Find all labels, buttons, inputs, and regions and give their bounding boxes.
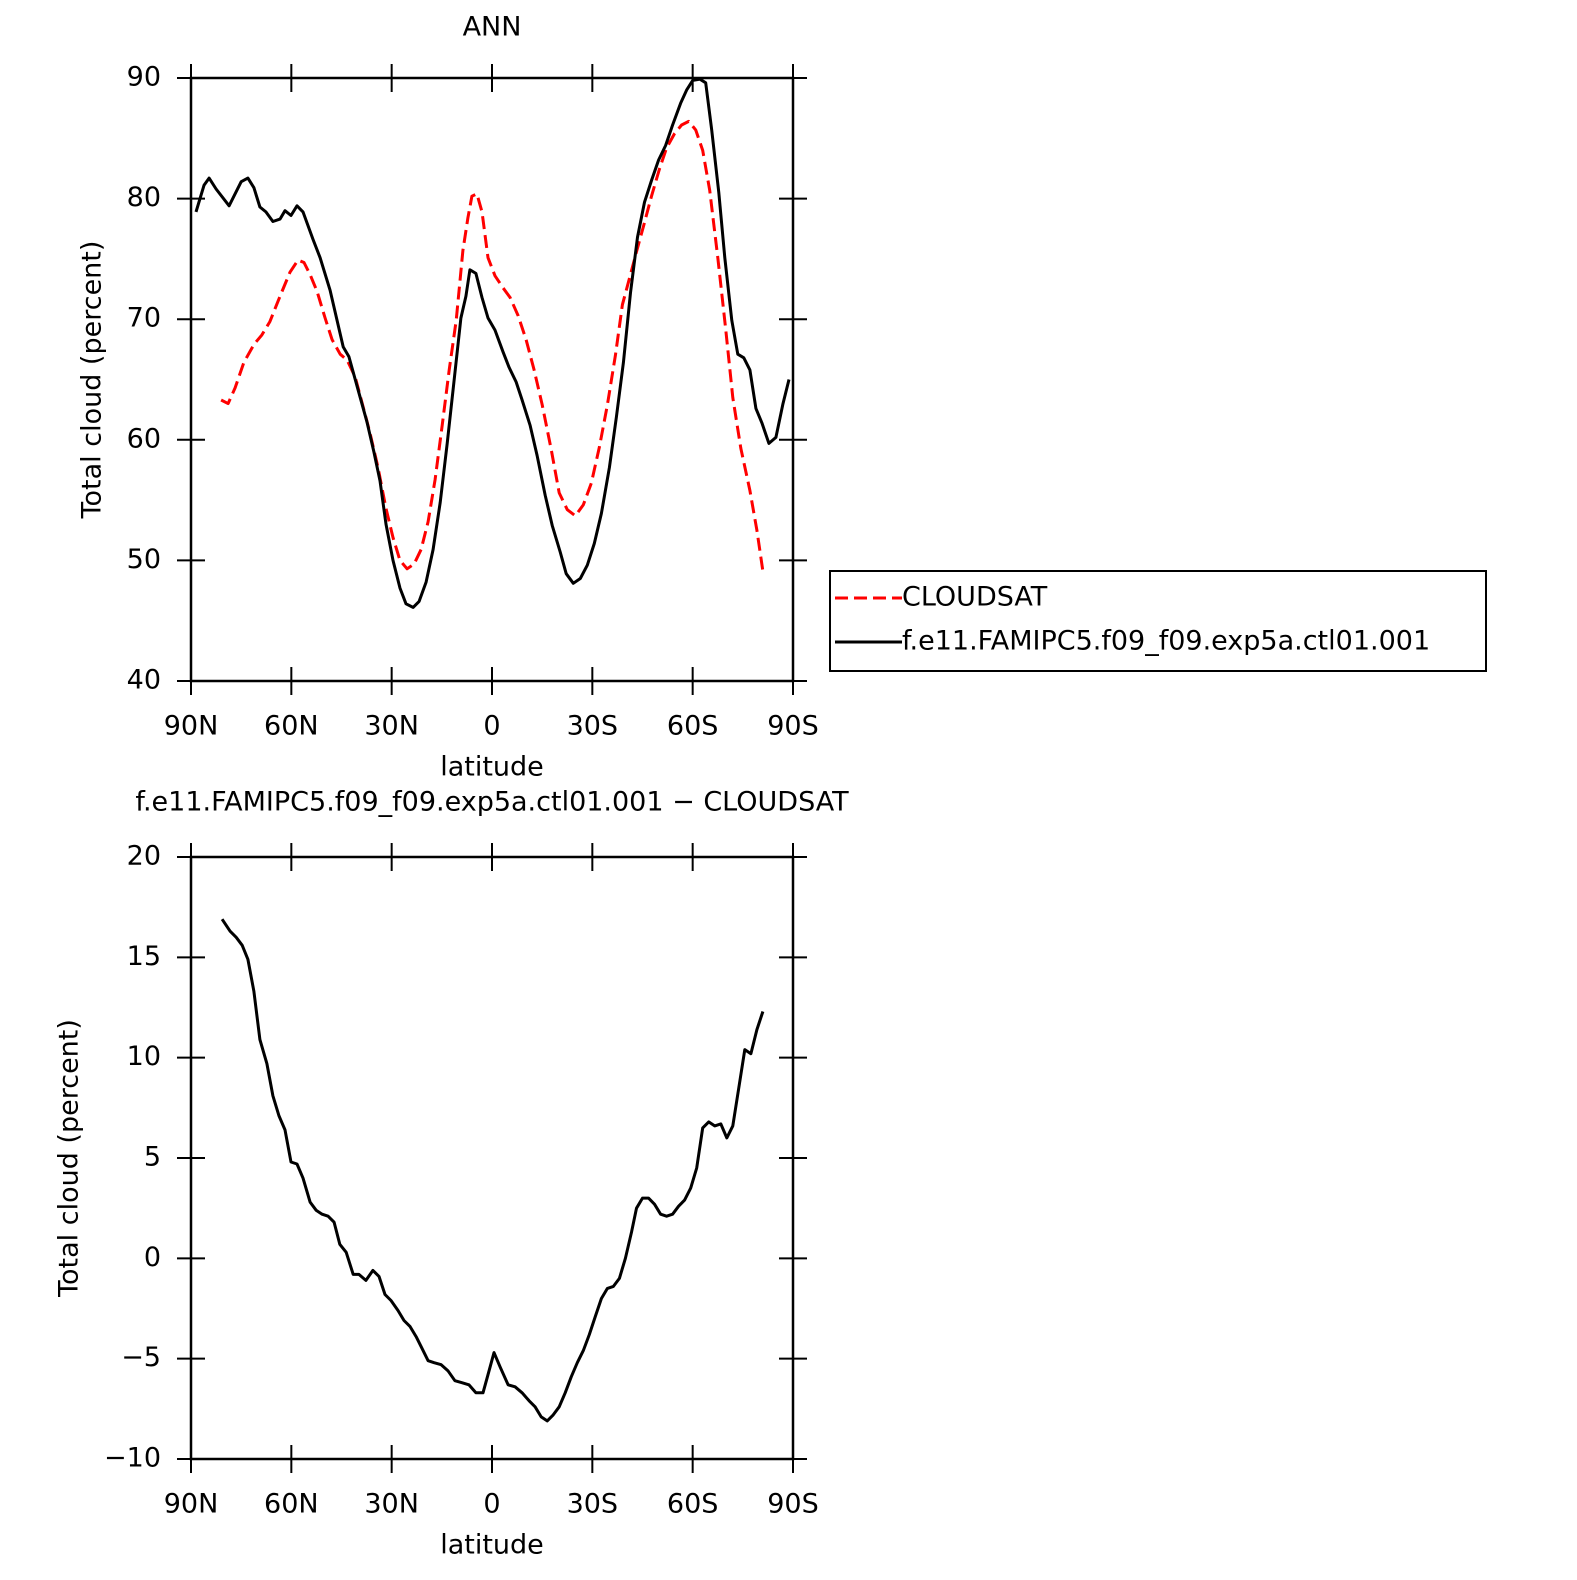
x-tick-label: 60S [667, 711, 719, 742]
chart-title: ANN [463, 12, 522, 43]
x-tick-label: 30N [364, 1489, 419, 1520]
x-tick-label: 90N [164, 1489, 219, 1520]
x-tick-label: 90S [767, 711, 819, 742]
y-tick-label: 60 [127, 423, 161, 454]
y-tick-label: 70 [127, 303, 161, 334]
plot-frame [189, 855, 795, 1461]
plot-frame [189, 76, 795, 683]
y-tick-label: 20 [127, 841, 161, 872]
x-tick-label: 30S [567, 1489, 619, 1520]
x-tick-label: 30S [567, 711, 619, 742]
x-tick-label: 90S [767, 1489, 819, 1520]
chart-title: f.e11.FAMIPC5.f09_f09.exp5a.ctl01.001 − … [135, 787, 849, 818]
legend-label: CLOUDSAT [902, 582, 1048, 613]
y-axis-label: Total cloud (percent) [54, 1019, 85, 1298]
x-tick-label: 60S [667, 1489, 719, 1520]
y-tick-label: 40 [127, 665, 161, 696]
x-tick-label: 60N [264, 1489, 319, 1520]
x-tick-label: 90N [164, 711, 219, 742]
y-tick-label: 5 [144, 1142, 161, 1173]
y-tick-label: −5 [121, 1342, 161, 1373]
y-axis-label: Total cloud (percent) [77, 241, 108, 520]
y-tick-label: 50 [127, 544, 161, 575]
x-axis-label: latitude [440, 1530, 544, 1561]
x-tick-label: 0 [483, 1489, 500, 1520]
x-tick-label: 0 [483, 711, 500, 742]
x-axis-label: latitude [440, 752, 544, 783]
x-tick-label: 30N [364, 711, 419, 742]
y-tick-label: −10 [104, 1443, 161, 1474]
data-line [220, 918, 765, 1423]
legend-box [829, 570, 1487, 672]
y-tick-label: 0 [144, 1242, 161, 1273]
y-tick-label: 90 [127, 62, 161, 93]
y-tick-label: 80 [127, 182, 161, 213]
data-line [220, 119, 765, 572]
x-tick-label: 60N [264, 711, 319, 742]
y-tick-label: 15 [127, 941, 161, 972]
y-tick-label: 10 [127, 1041, 161, 1072]
legend-label: f.e11.FAMIPC5.f09_f09.exp5a.ctl01.001 [902, 626, 1430, 657]
data-line [194, 77, 791, 609]
